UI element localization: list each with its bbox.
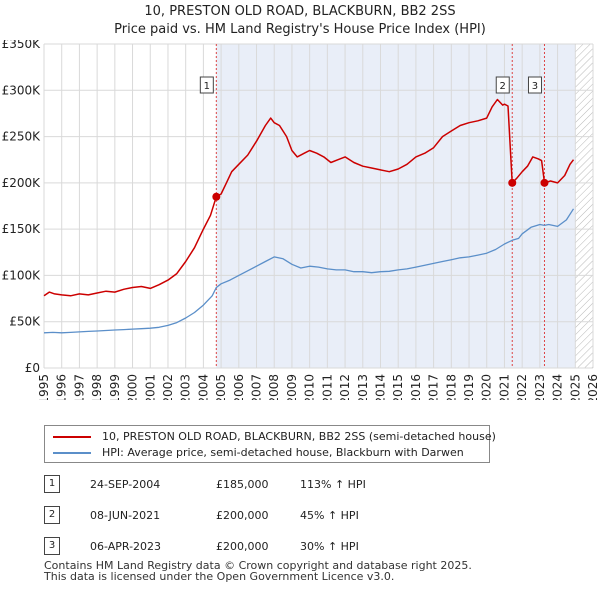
x-tick-label: 2024	[551, 374, 565, 400]
y-tick-label: £300K	[2, 83, 42, 97]
sale-label-box	[527, 76, 542, 94]
transaction-hpi: 45% ↑ HPI	[300, 509, 359, 522]
transaction-date: 24-SEP-2004	[90, 478, 161, 491]
y-tick-label: £350K	[2, 40, 42, 51]
series-line-property	[43, 98, 575, 297]
x-tick-label: 2010	[303, 374, 317, 400]
transaction-date: 06-APR-2023	[90, 540, 162, 553]
x-tick-label: 1998	[90, 374, 104, 400]
transaction-row: 1 24-SEP-2004 £185,000 113% ↑ HPI	[44, 475, 444, 493]
transaction-date: 08-JUN-2021	[90, 509, 161, 522]
x-tick-label: 2020	[480, 374, 494, 400]
chart-subtitle: Price paid vs. HM Land Registry's House …	[114, 22, 486, 37]
footer-license: This data is licensed under the Open Gov…	[44, 570, 395, 583]
transaction-marker: 1	[44, 475, 60, 493]
sale-point	[540, 178, 549, 187]
x-tick-label: 2013	[356, 374, 370, 400]
x-tick-label: 1996	[55, 374, 69, 400]
x-tick-label: 2023	[533, 374, 547, 400]
legend-swatch-property	[53, 436, 91, 438]
x-tick-label: 2007	[250, 374, 264, 400]
shaded-period	[216, 44, 576, 368]
x-tick-label: 2014	[373, 374, 387, 400]
legend-swatch-hpi	[53, 452, 91, 454]
x-tick-label: 2019	[462, 374, 476, 400]
x-tick-label: 2016	[409, 374, 423, 400]
transaction-row: 3 06-APR-2023 £200,000 30% ↑ HPI	[44, 537, 444, 555]
x-tick-label: 2026	[586, 374, 600, 400]
transaction-row: 2 08-JUN-2021 £200,000 45% ↑ HPI	[44, 506, 444, 524]
transaction-marker: 2	[44, 506, 60, 524]
x-tick-label: 2022	[515, 374, 529, 400]
sale-label-box	[199, 76, 214, 94]
x-tick-label: 2005	[214, 374, 228, 400]
x-tick-label: 2009	[285, 374, 299, 400]
x-tick-label: 1997	[72, 374, 86, 400]
sale-label: 1	[204, 81, 210, 92]
transaction-hpi: 30% ↑ HPI	[300, 540, 359, 553]
x-tick-label: 1999	[108, 374, 122, 400]
legend: 10, PRESTON OLD ROAD, BLACKBURN, BB2 2SS…	[44, 425, 496, 463]
transaction-price: £200,000	[216, 509, 269, 522]
y-tick-label: £0	[25, 361, 40, 375]
x-tick-label: 2018	[444, 374, 458, 400]
sale-label: 3	[532, 81, 538, 92]
legend-label-hpi: HPI: Average price, semi-detached house,…	[102, 446, 464, 459]
x-tick-label: 2015	[391, 374, 405, 400]
transaction-marker: 3	[44, 537, 60, 555]
legend-label-property: 10, PRESTON OLD ROAD, BLACKBURN, BB2 2SS…	[102, 430, 496, 443]
x-tick-label: 2017	[427, 374, 441, 400]
x-tick-label: 2000	[126, 374, 140, 400]
transaction-price: £185,000	[216, 478, 269, 491]
transaction-hpi: 113% ↑ HPI	[300, 478, 366, 491]
footer: Contains HM Land Registry data © Crown c…	[44, 560, 472, 582]
y-tick-label: £50K	[9, 315, 41, 329]
x-tick-label: 2011	[320, 374, 334, 400]
y-tick-label: £250K	[2, 130, 42, 144]
footer-copyright: Contains HM Land Registry data © Crown c…	[44, 559, 472, 572]
series-line-hpi	[43, 208, 575, 334]
x-tick-label: 2003	[179, 374, 193, 400]
y-tick-label: £100K	[2, 268, 42, 282]
sale-label: 2	[500, 81, 506, 92]
x-tick-label: 2008	[267, 374, 281, 400]
sale-point	[212, 192, 221, 201]
x-tick-label: 1995	[37, 374, 51, 400]
sale-point	[508, 178, 517, 187]
x-tick-label: 2006	[232, 374, 246, 400]
forecast-hatch	[575, 44, 593, 368]
x-tick-label: 2004	[196, 374, 210, 400]
price-chart: 1 2 3 £0 £50K £100K £150K £200K £250K £300K £350K…	[2, 40, 600, 400]
y-tick-label: £200K	[2, 176, 42, 190]
transaction-price: £200,000	[216, 540, 269, 553]
x-tick-label: 2002	[161, 374, 175, 400]
x-tick-label: 2025	[568, 374, 582, 400]
sale-label-box	[495, 76, 510, 94]
x-tick-label: 2001	[143, 374, 157, 400]
x-tick-label: 2021	[497, 374, 511, 400]
chart-title: 10, PRESTON OLD ROAD, BLACKBURN, BB2 2SS	[144, 4, 456, 19]
y-tick-label: £150K	[2, 222, 42, 236]
x-tick-label: 2012	[338, 374, 352, 400]
